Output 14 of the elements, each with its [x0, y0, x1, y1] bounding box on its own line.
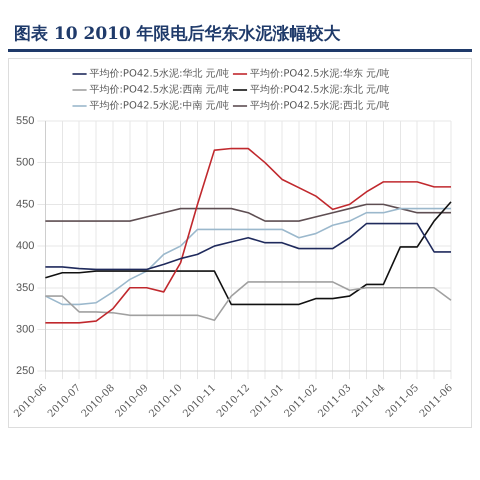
y-tick-label: 450 — [16, 198, 34, 210]
legend-label: 平均价:PO42.5水泥:华东 元/吨 — [250, 68, 390, 80]
y-tick-label: 500 — [16, 156, 34, 169]
legend-label: 平均价:PO42.5水泥:华北 元/吨 — [90, 68, 229, 80]
y-tick-label: 250 — [16, 365, 34, 378]
legend-label: 平均价:PO42.5水泥:西南 元/吨 — [90, 84, 229, 96]
y-tick-label: 350 — [16, 282, 34, 294]
y-tick-label: 550 — [16, 115, 34, 128]
legend-label: 平均价:PO42.5水泥:东北 元/吨 — [250, 84, 390, 96]
legend-label: 平均价:PO42.5水泥:西北 元/吨 — [250, 100, 390, 112]
y-tick-label: 300 — [16, 323, 34, 336]
y-tick-label: 400 — [16, 240, 34, 252]
legend-label: 平均价:PO42.5水泥:中南 元/吨 — [90, 100, 229, 112]
chart-title: 图表 10 2010 年限电后华东水泥涨幅较大 — [8, 8, 472, 52]
